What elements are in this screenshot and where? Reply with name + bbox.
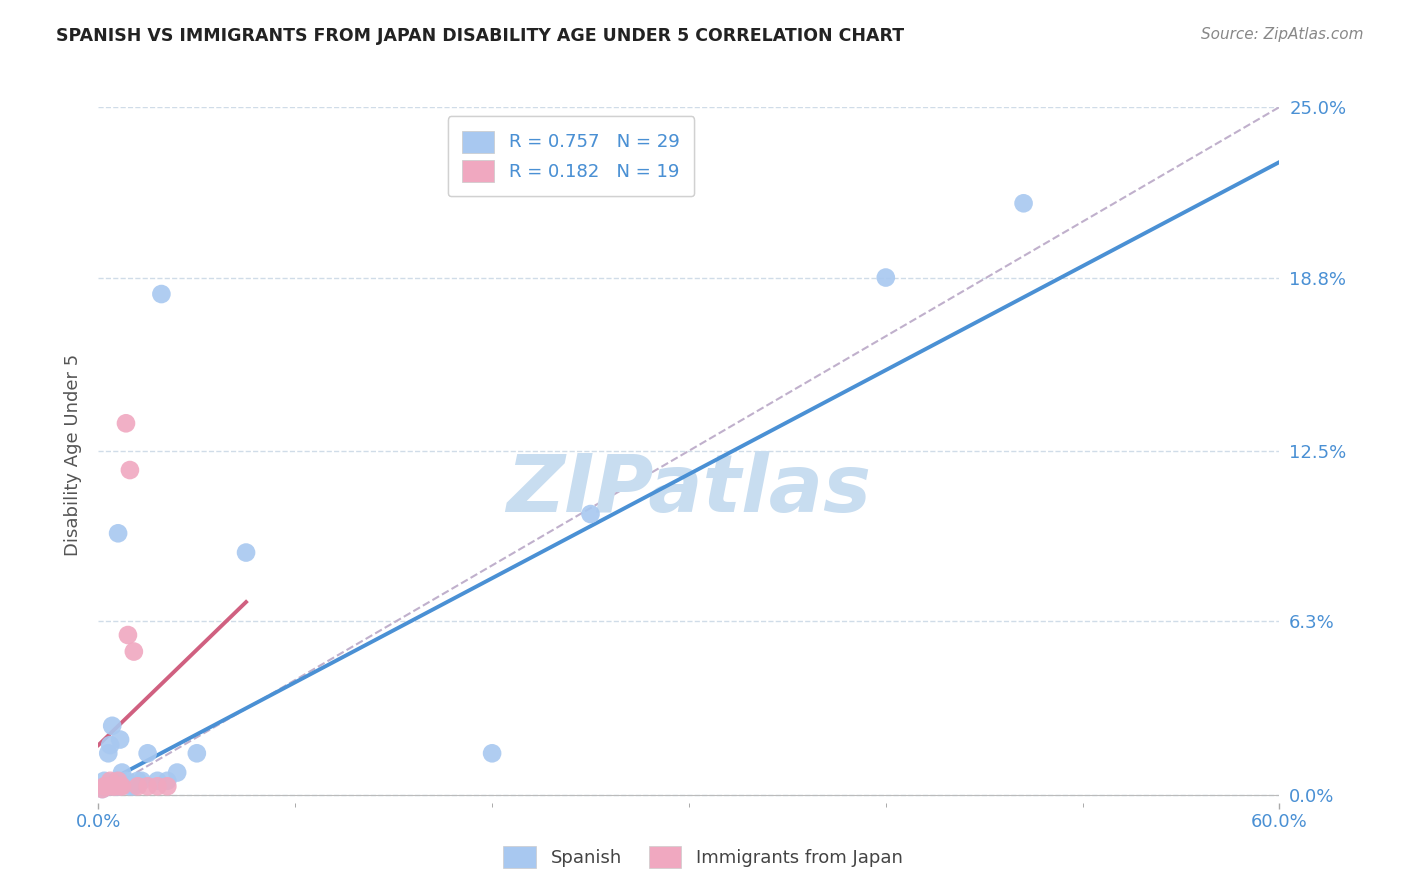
Point xyxy=(136,747,159,761)
Legend: R = 0.757   N = 29, R = 0.182   N = 19: R = 0.757 N = 29, R = 0.182 N = 19 xyxy=(447,116,695,196)
Point xyxy=(91,782,114,797)
Y-axis label: Disability Age Under 5: Disability Age Under 5 xyxy=(63,354,82,556)
Point xyxy=(115,417,138,431)
Point xyxy=(96,780,118,794)
Point xyxy=(186,747,208,761)
Point xyxy=(97,747,120,761)
Legend: Spanish, Immigrants from Japan: Spanish, Immigrants from Japan xyxy=(492,835,914,879)
Point xyxy=(93,780,115,794)
Point xyxy=(93,773,115,788)
Point xyxy=(96,780,118,794)
Point xyxy=(127,773,149,788)
Point xyxy=(235,545,257,559)
Point xyxy=(98,773,121,788)
Point xyxy=(166,765,188,780)
Point xyxy=(111,780,134,794)
Point xyxy=(101,780,124,794)
Point xyxy=(122,780,145,794)
Point xyxy=(117,628,139,642)
Point xyxy=(118,780,141,794)
Point xyxy=(97,780,120,794)
Point xyxy=(122,644,145,658)
Point xyxy=(101,719,124,733)
Point xyxy=(115,773,138,788)
Point xyxy=(136,780,159,794)
Point xyxy=(108,780,131,794)
Point xyxy=(131,773,153,788)
Text: SPANISH VS IMMIGRANTS FROM JAPAN DISABILITY AGE UNDER 5 CORRELATION CHART: SPANISH VS IMMIGRANTS FROM JAPAN DISABIL… xyxy=(56,27,904,45)
Point xyxy=(107,773,129,788)
Point xyxy=(108,732,131,747)
Point xyxy=(107,780,129,794)
Point xyxy=(1012,196,1035,211)
Point xyxy=(579,507,602,521)
Point xyxy=(107,526,129,541)
Point xyxy=(146,780,169,794)
Point xyxy=(156,773,179,788)
Point xyxy=(91,782,114,797)
Point xyxy=(98,738,121,752)
Point xyxy=(105,773,128,788)
Point xyxy=(875,270,897,285)
Point xyxy=(111,765,134,780)
Point xyxy=(481,747,503,761)
Point xyxy=(127,780,149,794)
Point xyxy=(146,773,169,788)
Point xyxy=(103,780,125,794)
Text: Source: ZipAtlas.com: Source: ZipAtlas.com xyxy=(1201,27,1364,42)
Point xyxy=(105,780,128,794)
Point xyxy=(150,287,173,301)
Text: ZIPatlas: ZIPatlas xyxy=(506,450,872,529)
Point xyxy=(97,780,120,794)
Point xyxy=(156,780,179,794)
Point xyxy=(103,780,125,794)
Point xyxy=(118,463,141,477)
